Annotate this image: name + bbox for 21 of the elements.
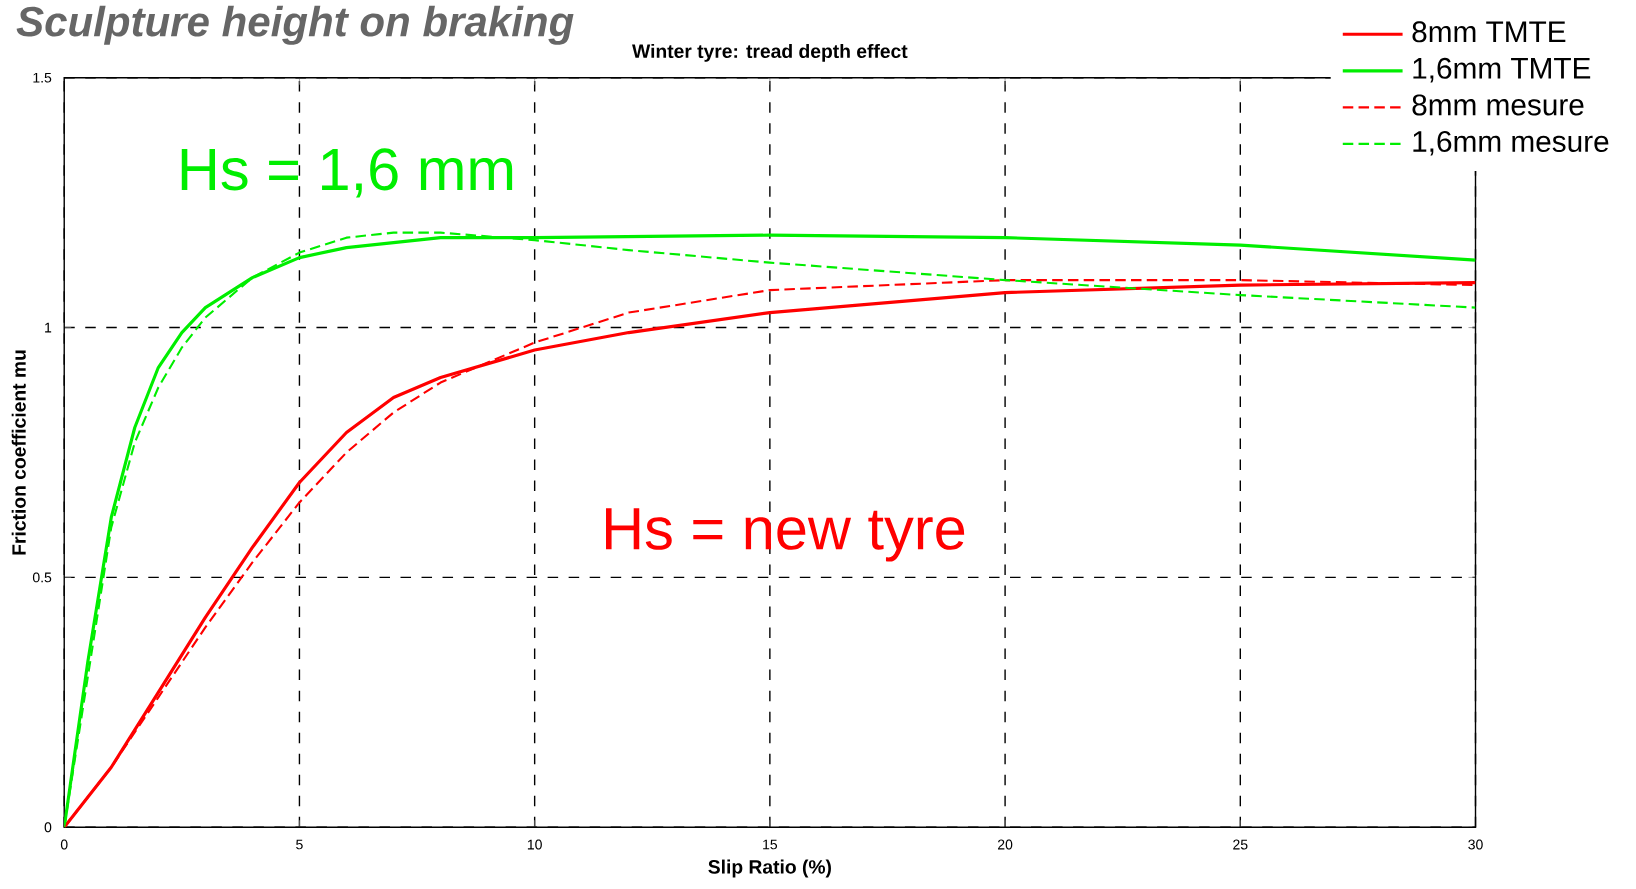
y-tick-label: 1 bbox=[45, 322, 52, 333]
x-tick-label: 25 bbox=[1233, 839, 1248, 850]
annotation: Hs = 1,6 mm bbox=[181, 148, 513, 198]
legend-label: 8mm mesure bbox=[1412, 94, 1584, 116]
chart-subtitle: Winter tyre: tread depth effect bbox=[632, 43, 908, 62]
chart-title: Sculpture height on braking bbox=[16, 5, 574, 45]
annotation: Hs = new tyre bbox=[606, 508, 965, 562]
x-tick-label: 5 bbox=[296, 839, 303, 850]
legend-label: 8mm TMTE bbox=[1412, 21, 1566, 43]
x-tick-label: 30 bbox=[1468, 839, 1483, 850]
y-axis-title: Friction coefficient mu bbox=[11, 350, 26, 555]
legend-label: 1,6mm mesure bbox=[1413, 130, 1609, 156]
x-tick-label: 0 bbox=[60, 839, 68, 850]
y-tick-label: 0 bbox=[44, 822, 52, 833]
x-tick-label: 15 bbox=[763, 839, 778, 850]
x-tick-label: 10 bbox=[527, 839, 542, 850]
x-axis-title: Slip Ratio (%) bbox=[708, 859, 831, 878]
x-tick-label: 20 bbox=[998, 839, 1013, 850]
y-tick-label: 0.5 bbox=[32, 572, 52, 583]
y-tick-label: 1.5 bbox=[33, 72, 52, 83]
legend-label: 1,6mm TMTE bbox=[1413, 57, 1591, 83]
